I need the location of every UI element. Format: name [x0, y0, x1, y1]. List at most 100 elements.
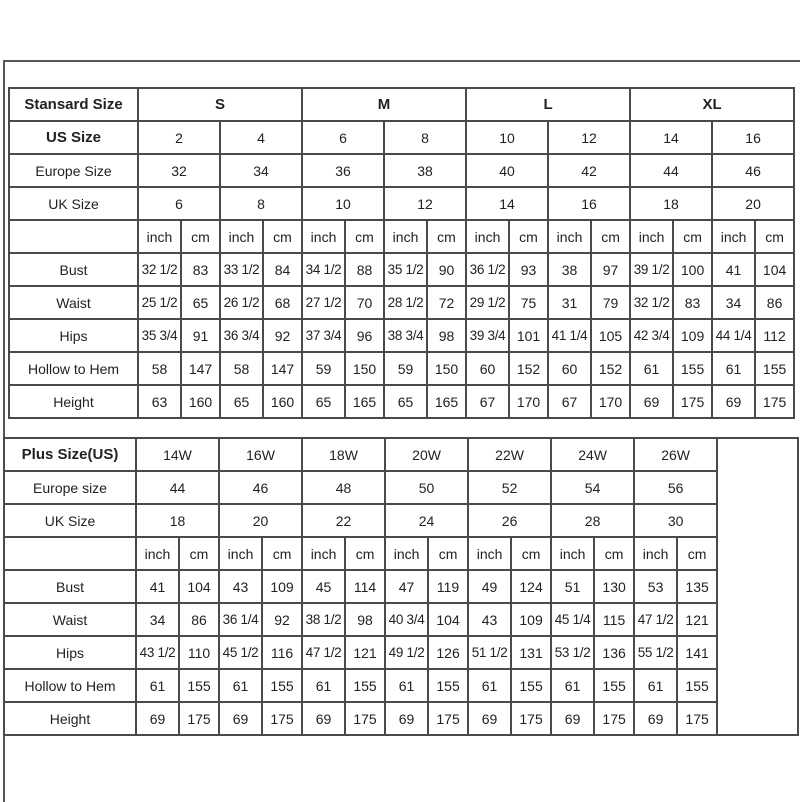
measurement-label: Waist	[8, 285, 139, 320]
measurement-value: 175	[261, 701, 304, 736]
measurement-value: 51 1/2	[467, 635, 513, 670]
measurement-value: 61	[135, 668, 180, 703]
unit-inch: inch	[629, 219, 675, 254]
uk-size-value: 22	[301, 503, 387, 538]
measurement-value: 124	[510, 569, 553, 604]
unit-cm: cm	[593, 536, 636, 571]
measurement-value: 61	[633, 668, 679, 703]
measurement-value: 175	[672, 384, 714, 419]
measurement-value: 32 1/2	[629, 285, 675, 320]
unit-cm: cm	[427, 536, 470, 571]
measurement-value: 67	[547, 384, 593, 419]
plus-size-value: 24W	[550, 437, 636, 472]
measurement-value: 45 1/4	[550, 602, 596, 637]
unit-cm: cm	[426, 219, 468, 254]
measurement-value: 61	[301, 668, 347, 703]
measurement-value: 135	[676, 569, 719, 604]
measurement-value: 47 1/2	[633, 602, 679, 637]
measurement-value: 47 1/2	[301, 635, 347, 670]
measurement-value: 97	[590, 252, 632, 287]
unit-inch: inch	[384, 536, 430, 571]
measurement-value: 35 1/2	[383, 252, 429, 287]
europe-size-value: 32	[137, 153, 221, 188]
measurement-value: 69	[218, 701, 264, 736]
measurement-value: 155	[593, 668, 636, 703]
empty-cell	[8, 219, 139, 254]
measurement-value: 43	[218, 569, 264, 604]
measurement-value: 67	[465, 384, 511, 419]
table-header-label: Stansard Size	[8, 87, 139, 122]
measurement-row: Height 63 160 65 160 65 165 65 165 67 170 67 170 69 17…	[8, 384, 796, 419]
measurement-value: 101	[508, 318, 550, 353]
measurement-value: 28 1/2	[383, 285, 429, 320]
measurement-value: 155	[672, 351, 714, 386]
measurement-value: 109	[261, 569, 304, 604]
measurement-value: 65	[301, 384, 347, 419]
us-size-value: 8	[383, 120, 468, 155]
unit-cm: cm	[261, 219, 304, 254]
measurement-value: 25 1/2	[137, 285, 182, 320]
uk-size-value: 18	[134, 503, 221, 538]
measurement-value: 39 1/2	[629, 252, 675, 287]
measurement-value: 155	[261, 668, 304, 703]
plus-size-value: 14W	[134, 437, 221, 472]
measurement-value: 65	[180, 285, 221, 320]
unit-cm: cm	[508, 219, 550, 254]
europe-size-row: Europe size 44 46 48 50 52 54 56	[3, 470, 798, 505]
measurement-value: 79	[590, 285, 632, 320]
unit-cm: cm	[344, 536, 387, 571]
uk-size-label: UK Size	[8, 186, 139, 221]
measurement-value: 58	[137, 351, 182, 386]
measurement-row: Hollow to Hem 58 147 58 147 59 150 59 150 60 152 60…	[8, 351, 796, 386]
unit-cm: cm	[177, 536, 221, 571]
measurement-value: 38	[547, 252, 593, 287]
unit-inch: inch	[467, 536, 513, 571]
measurement-value: 36 1/4	[218, 602, 264, 637]
measurement-value: 55 1/2	[633, 635, 679, 670]
uk-size-value: 30	[633, 503, 719, 538]
measurement-value: 68	[261, 285, 304, 320]
unit-cm: cm	[590, 219, 632, 254]
measurement-value: 27 1/2	[301, 285, 347, 320]
measurement-value: 160	[180, 384, 221, 419]
measurement-label: Hips	[8, 318, 139, 353]
measurement-value: 147	[261, 351, 304, 386]
measurement-value: 43 1/2	[135, 635, 180, 670]
measurement-value: 61	[629, 351, 675, 386]
measurement-value: 69	[629, 384, 675, 419]
unit-inch: inch	[137, 219, 182, 254]
measurement-value: 121	[344, 635, 387, 670]
measurement-value: 53 1/2	[550, 635, 596, 670]
measurement-value: 37 3/4	[301, 318, 347, 353]
uk-size-value: 18	[629, 186, 714, 221]
measurement-value: 38 1/2	[301, 602, 347, 637]
size-group-row: Stansard Size S M L XL	[8, 87, 796, 122]
measurement-value: 29 1/2	[465, 285, 511, 320]
measurement-value: 136	[593, 635, 636, 670]
measurement-value: 26 1/2	[219, 285, 264, 320]
unit-inch: inch	[547, 219, 593, 254]
unit-inch: inch	[301, 536, 347, 571]
measurement-value: 175	[177, 701, 221, 736]
unit-inch: inch	[301, 219, 347, 254]
measurement-value: 63	[137, 384, 182, 419]
measurement-value: 155	[510, 668, 553, 703]
measurement-value: 83	[180, 252, 221, 287]
measurement-label: Hips	[3, 635, 137, 670]
us-size-row: US Size 2 4 6 8 10 12 14 16	[8, 120, 796, 155]
measurement-value: 69	[135, 701, 180, 736]
size-group-l: L	[465, 87, 632, 122]
measurement-value: 155	[344, 668, 387, 703]
uk-size-value: 16	[547, 186, 632, 221]
measurement-value: 115	[593, 602, 636, 637]
europe-size-value: 48	[301, 470, 387, 505]
unit-inch: inch	[135, 536, 180, 571]
measurement-value: 36 3/4	[219, 318, 264, 353]
europe-size-value: 42	[547, 153, 632, 188]
unit-inch: inch	[633, 536, 679, 571]
measurement-value: 112	[754, 318, 796, 353]
measurement-value: 38 3/4	[383, 318, 429, 353]
measurement-value: 65	[219, 384, 264, 419]
measurement-value: 84	[261, 252, 304, 287]
size-group-s: S	[136, 87, 304, 122]
